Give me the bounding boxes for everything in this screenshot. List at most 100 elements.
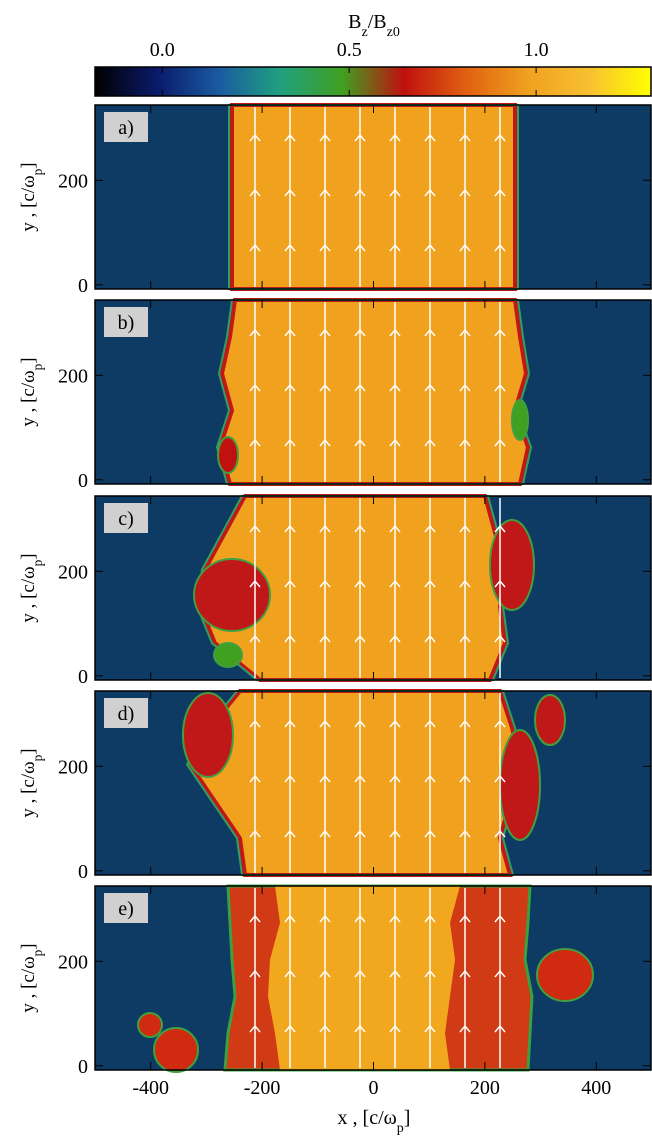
streamline-arrow <box>389 719 401 728</box>
streamline-arrow <box>459 579 471 588</box>
streamline-arrow <box>284 383 296 392</box>
field-blob <box>534 694 566 746</box>
panel-label: a) <box>118 117 134 139</box>
streamline <box>319 693 331 873</box>
streamline-arrow <box>354 829 366 838</box>
streamline-arrow <box>284 634 296 643</box>
y-tick-label: 200 <box>58 561 88 583</box>
streamline-arrow <box>284 774 296 783</box>
streamline-arrow <box>284 969 296 978</box>
y-tick-label: 200 <box>58 170 88 192</box>
streamline-arrow <box>389 634 401 643</box>
streamline-arrow <box>424 969 436 978</box>
streamline <box>284 302 296 482</box>
streamline-arrow <box>284 438 296 447</box>
colorbar-label: Bz/Bz0 <box>348 11 400 40</box>
panel-label: d) <box>118 703 135 725</box>
streamline-arrow <box>249 719 261 728</box>
streamline-arrow <box>319 524 331 533</box>
streamline <box>389 107 401 287</box>
colorbar <box>94 66 652 97</box>
x-axis-label-part: ] <box>404 1107 411 1129</box>
streamline-arrow <box>354 243 366 252</box>
panel-label: b) <box>118 312 135 334</box>
y-axis-label-part: ] <box>18 943 39 949</box>
streamline-arrow <box>494 188 506 197</box>
colorbar-tick-label: 1.0 <box>524 39 549 61</box>
streamline <box>389 888 401 1068</box>
streamline-arrow <box>459 243 471 252</box>
streamline-arrow <box>284 328 296 337</box>
streamline-arrow <box>424 188 436 197</box>
streamline <box>389 693 401 873</box>
streamline-arrow <box>284 1024 296 1033</box>
streamline-arrow <box>354 579 366 588</box>
y-axis-label-part: ] <box>18 162 39 168</box>
panel-label-box <box>104 698 148 728</box>
streamline-arrow <box>424 579 436 588</box>
streamline-arrow <box>494 829 506 838</box>
streamline-arrow <box>354 914 366 923</box>
streamline-arrow <box>389 133 401 142</box>
colorbar-label-part: z <box>362 25 368 40</box>
streamline <box>354 693 366 873</box>
streamline-arrow <box>424 243 436 252</box>
field-core <box>268 886 460 1070</box>
y-axis-label: y , [c/ωp] <box>18 357 45 426</box>
colorbar-label-part: B <box>348 11 361 33</box>
x-tick-label: 0 <box>369 1077 379 1099</box>
streamline-arrow <box>389 438 401 447</box>
streamline-arrow <box>354 524 366 533</box>
streamline-arrow <box>249 969 261 978</box>
panel-label: c) <box>118 508 134 530</box>
x-axis-label: x , [c/ωp] <box>338 1107 411 1136</box>
streamline-arrow <box>319 188 331 197</box>
streamline-arrow <box>319 634 331 643</box>
y-axis-label-part: p <box>30 754 45 761</box>
streamline-arrow <box>354 438 366 447</box>
colorbar-label-part: /B <box>368 11 387 33</box>
y-axis-label: y , [c/ωp] <box>18 748 45 817</box>
streamline <box>249 693 261 873</box>
streamline <box>494 888 506 1068</box>
streamline-arrow <box>494 579 506 588</box>
streamline <box>249 888 261 1068</box>
y-axis-label-part: y , [c/ω <box>18 175 39 231</box>
streamline-arrow <box>424 719 436 728</box>
streamline-arrow <box>319 328 331 337</box>
streamline <box>249 498 261 678</box>
y-axis-label-part: y , [c/ω <box>18 370 39 426</box>
streamline-arrow <box>494 719 506 728</box>
streamline-arrow <box>284 719 296 728</box>
streamline-arrow <box>494 774 506 783</box>
streamline-arrow <box>389 1024 401 1033</box>
streamline-arrow <box>249 328 261 337</box>
streamline-arrow <box>354 133 366 142</box>
y-tick-label: 0 <box>78 1056 88 1078</box>
y-axis-label-part: ] <box>18 748 39 754</box>
streamline <box>424 888 436 1068</box>
streamline-arrow <box>459 1024 471 1033</box>
streamline <box>354 302 366 482</box>
streamline-arrow <box>424 383 436 392</box>
streamline-arrow <box>389 383 401 392</box>
y-axis-label-part: p <box>30 363 45 370</box>
streamline-arrow <box>319 243 331 252</box>
field-core <box>217 298 531 486</box>
y-tick-label: 200 <box>58 951 88 973</box>
streamline-arrow <box>494 1024 506 1033</box>
streamline-arrow <box>284 829 296 838</box>
colorbar-label-part: z0 <box>387 25 400 40</box>
streamline-arrow <box>249 383 261 392</box>
streamline-arrow <box>319 969 331 978</box>
streamline <box>459 498 471 678</box>
x-tick-label: -400 <box>132 1077 169 1099</box>
streamline-arrow <box>249 634 261 643</box>
streamline <box>494 107 506 287</box>
field-blob <box>182 692 234 778</box>
streamline <box>459 693 471 873</box>
field-blob <box>213 642 243 668</box>
streamline-arrow <box>424 1024 436 1033</box>
field-blob <box>536 948 594 1002</box>
y-axis-label-part: p <box>30 168 45 175</box>
